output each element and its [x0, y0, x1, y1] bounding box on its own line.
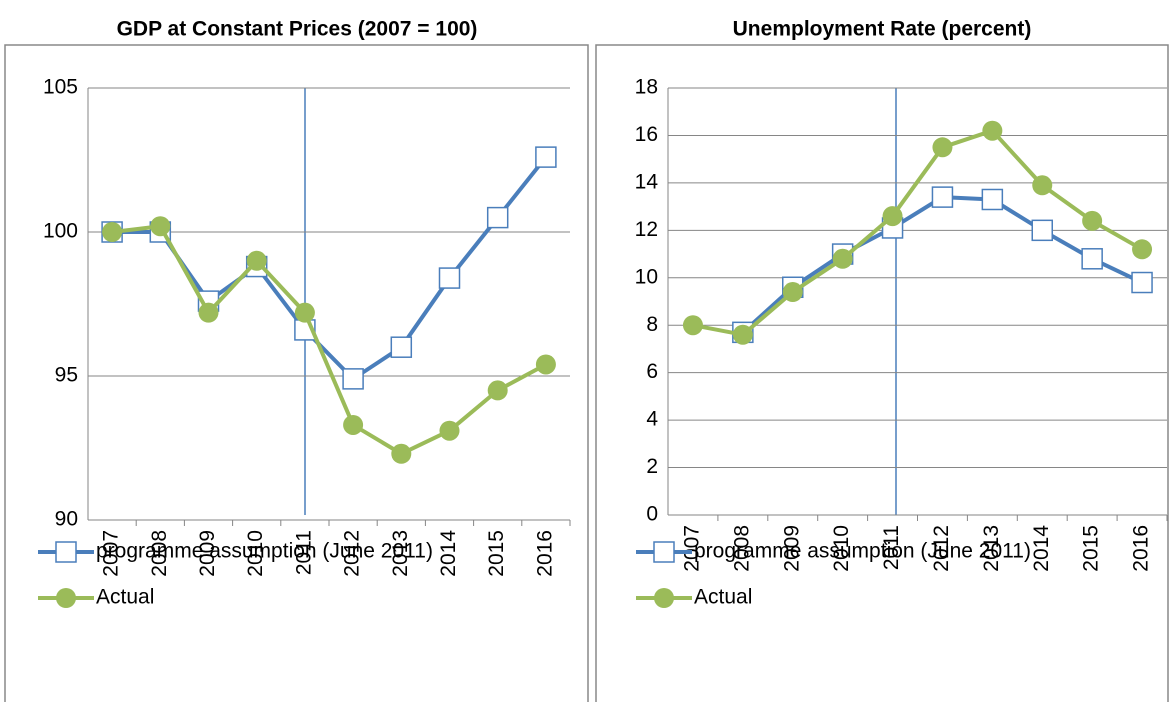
marker: [150, 216, 171, 237]
marker: [1081, 248, 1103, 270]
x-tick-label: 2010: [244, 530, 267, 577]
marker: [390, 336, 413, 358]
x-tick-label: 2008: [730, 525, 753, 572]
marker: [438, 267, 461, 289]
x-tick-label: 2009: [780, 525, 803, 572]
marker: [487, 380, 508, 401]
x-tick-label: 2015: [485, 530, 508, 577]
y-tick-label: 18: [635, 76, 658, 99]
marker: [1031, 219, 1053, 242]
y-tick-label: 2: [646, 455, 658, 478]
panel-border: [595, 44, 1169, 702]
marker: [342, 368, 364, 390]
x-tick-label: 2011: [880, 525, 903, 570]
series-line: [111, 224, 547, 456]
x-tick-label: 2011: [292, 530, 315, 575]
marker: [732, 324, 753, 345]
marker: [1131, 271, 1153, 294]
y-tick-label: 100: [43, 220, 78, 243]
marker: [982, 120, 1003, 141]
legend-marker: [653, 541, 675, 563]
y-tick-label: 16: [635, 123, 658, 146]
x-tick-label: 2008: [148, 530, 171, 577]
marker: [535, 146, 557, 168]
y-tick-label: 105: [43, 76, 78, 99]
y-tick-label: 14: [635, 170, 659, 193]
marker: [294, 302, 315, 323]
x-tick-label: 2013: [389, 530, 412, 577]
x-tick-label: 2009: [196, 530, 219, 577]
legend-label: programme assumption (June 2011): [96, 540, 433, 563]
marker: [198, 302, 219, 323]
legend-marker: [56, 588, 76, 608]
marker: [782, 282, 803, 303]
legend-label: Actual: [694, 586, 752, 609]
marker: [1132, 239, 1153, 260]
legend-marker: [654, 588, 674, 608]
marker: [832, 248, 853, 269]
marker: [343, 414, 364, 435]
marker: [439, 420, 460, 441]
marker: [535, 354, 556, 375]
marker: [981, 188, 1004, 211]
x-tick-label: 2016: [533, 530, 556, 577]
marker: [1032, 175, 1053, 196]
y-tick-label: 12: [635, 218, 658, 241]
legend-label: Actual: [96, 586, 154, 609]
y-tick-label: 6: [646, 360, 658, 383]
x-tick-label: 2013: [980, 525, 1003, 572]
y-tick-label: 8: [646, 313, 658, 336]
marker: [486, 206, 509, 229]
x-tick-label: 2012: [341, 530, 364, 577]
marker: [882, 206, 903, 227]
y-tick-label: 95: [55, 364, 78, 387]
y-tick-label: 10: [635, 265, 658, 288]
marker: [932, 137, 953, 158]
x-tick-label: 2016: [1130, 525, 1153, 572]
marker: [102, 222, 123, 242]
x-tick-label: 2014: [1030, 525, 1053, 572]
x-tick-label: 2015: [1080, 525, 1103, 572]
marker: [391, 443, 412, 464]
legend-marker: [55, 541, 77, 563]
marker: [931, 186, 954, 208]
x-tick-label: 2012: [930, 525, 953, 572]
series-line: [692, 128, 1144, 337]
y-tick-label: 4: [646, 408, 658, 431]
x-tick-label: 2007: [680, 525, 703, 572]
chart-title: GDP at Constant Prices (2007 = 100): [117, 18, 478, 41]
panel-border: [4, 44, 589, 702]
chart-title: Unemployment Rate (percent): [733, 18, 1032, 41]
y-tick-label: 90: [55, 508, 78, 531]
legend-label: programme assumption (June 2011): [694, 540, 1031, 563]
x-tick-label: 2014: [437, 530, 460, 577]
x-tick-label: 2010: [830, 525, 853, 572]
marker: [246, 250, 267, 271]
marker: [1082, 210, 1103, 231]
y-tick-label: 0: [646, 503, 658, 526]
x-tick-label: 2007: [100, 530, 123, 577]
marker: [682, 315, 703, 336]
